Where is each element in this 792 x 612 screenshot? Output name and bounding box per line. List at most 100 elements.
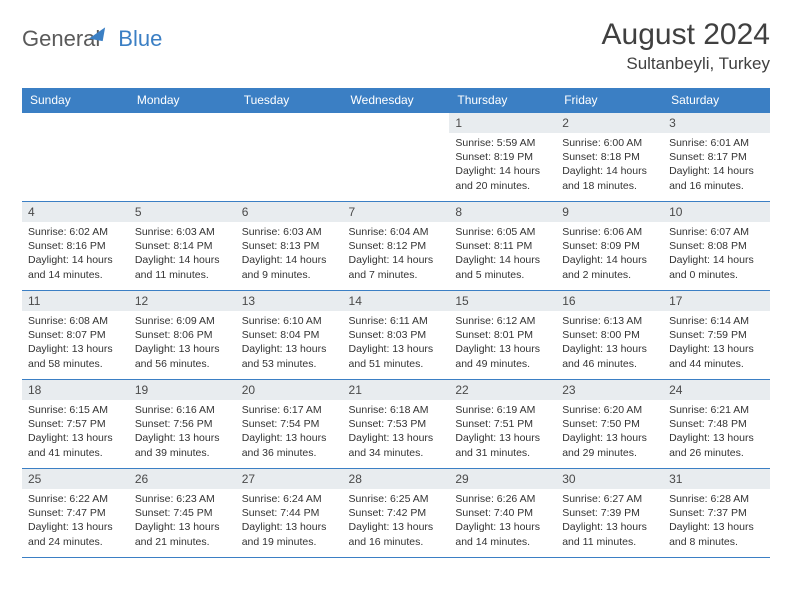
day-info: Sunrise: 6:10 AMSunset: 8:04 PMDaylight:…	[236, 311, 343, 375]
day-number: 17	[663, 291, 770, 311]
day-number: 23	[556, 380, 663, 400]
calendar-cell: 6Sunrise: 6:03 AMSunset: 8:13 PMDaylight…	[236, 202, 343, 291]
day-header: Thursday	[449, 88, 556, 113]
calendar-cell: 25Sunrise: 6:22 AMSunset: 7:47 PMDayligh…	[22, 469, 129, 558]
calendar-cell: 16Sunrise: 6:13 AMSunset: 8:00 PMDayligh…	[556, 291, 663, 380]
day-info: Sunrise: 6:16 AMSunset: 7:56 PMDaylight:…	[129, 400, 236, 464]
day-number: 5	[129, 202, 236, 222]
day-info: Sunrise: 6:17 AMSunset: 7:54 PMDaylight:…	[236, 400, 343, 464]
calendar-cell: 26Sunrise: 6:23 AMSunset: 7:45 PMDayligh…	[129, 469, 236, 558]
day-info: Sunrise: 6:02 AMSunset: 8:16 PMDaylight:…	[22, 222, 129, 286]
day-info: Sunrise: 6:13 AMSunset: 8:00 PMDaylight:…	[556, 311, 663, 375]
calendar-cell	[236, 113, 343, 202]
day-number: 4	[22, 202, 129, 222]
calendar-cell: 30Sunrise: 6:27 AMSunset: 7:39 PMDayligh…	[556, 469, 663, 558]
calendar-cell: 10Sunrise: 6:07 AMSunset: 8:08 PMDayligh…	[663, 202, 770, 291]
calendar-cell: 11Sunrise: 6:08 AMSunset: 8:07 PMDayligh…	[22, 291, 129, 380]
calendar-cell: 8Sunrise: 6:05 AMSunset: 8:11 PMDaylight…	[449, 202, 556, 291]
calendar-cell: 2Sunrise: 6:00 AMSunset: 8:18 PMDaylight…	[556, 113, 663, 202]
calendar-row: 4Sunrise: 6:02 AMSunset: 8:16 PMDaylight…	[22, 202, 770, 291]
day-info: Sunrise: 6:25 AMSunset: 7:42 PMDaylight:…	[343, 489, 450, 553]
day-number: 2	[556, 113, 663, 133]
calendar-cell: 23Sunrise: 6:20 AMSunset: 7:50 PMDayligh…	[556, 380, 663, 469]
day-number: 11	[22, 291, 129, 311]
day-info: Sunrise: 6:20 AMSunset: 7:50 PMDaylight:…	[556, 400, 663, 464]
day-number: 8	[449, 202, 556, 222]
calendar-cell: 31Sunrise: 6:28 AMSunset: 7:37 PMDayligh…	[663, 469, 770, 558]
day-header: Tuesday	[236, 88, 343, 113]
logo-triangle-icon	[89, 25, 105, 41]
day-info: Sunrise: 6:07 AMSunset: 8:08 PMDaylight:…	[663, 222, 770, 286]
header: General Blue August 2024 Sultanbeyli, Tu…	[22, 18, 770, 74]
calendar-body: 1Sunrise: 5:59 AMSunset: 8:19 PMDaylight…	[22, 113, 770, 558]
day-number: 31	[663, 469, 770, 489]
day-info: Sunrise: 6:03 AMSunset: 8:14 PMDaylight:…	[129, 222, 236, 286]
day-number: 19	[129, 380, 236, 400]
calendar-cell: 21Sunrise: 6:18 AMSunset: 7:53 PMDayligh…	[343, 380, 450, 469]
day-info: Sunrise: 6:24 AMSunset: 7:44 PMDaylight:…	[236, 489, 343, 553]
day-info: Sunrise: 6:21 AMSunset: 7:48 PMDaylight:…	[663, 400, 770, 464]
calendar-cell: 1Sunrise: 5:59 AMSunset: 8:19 PMDaylight…	[449, 113, 556, 202]
month-title: August 2024	[602, 18, 770, 52]
day-info: Sunrise: 6:05 AMSunset: 8:11 PMDaylight:…	[449, 222, 556, 286]
day-info: Sunrise: 6:26 AMSunset: 7:40 PMDaylight:…	[449, 489, 556, 553]
calendar-cell: 29Sunrise: 6:26 AMSunset: 7:40 PMDayligh…	[449, 469, 556, 558]
day-number: 6	[236, 202, 343, 222]
day-info: Sunrise: 6:14 AMSunset: 7:59 PMDaylight:…	[663, 311, 770, 375]
day-info: Sunrise: 6:08 AMSunset: 8:07 PMDaylight:…	[22, 311, 129, 375]
day-number: 9	[556, 202, 663, 222]
day-number: 28	[343, 469, 450, 489]
calendar-cell: 12Sunrise: 6:09 AMSunset: 8:06 PMDayligh…	[129, 291, 236, 380]
day-number: 12	[129, 291, 236, 311]
day-info: Sunrise: 6:12 AMSunset: 8:01 PMDaylight:…	[449, 311, 556, 375]
day-info: Sunrise: 6:03 AMSunset: 8:13 PMDaylight:…	[236, 222, 343, 286]
day-info: Sunrise: 6:28 AMSunset: 7:37 PMDaylight:…	[663, 489, 770, 553]
day-number: 16	[556, 291, 663, 311]
calendar-cell: 22Sunrise: 6:19 AMSunset: 7:51 PMDayligh…	[449, 380, 556, 469]
day-info: Sunrise: 6:23 AMSunset: 7:45 PMDaylight:…	[129, 489, 236, 553]
day-number: 25	[22, 469, 129, 489]
title-block: August 2024 Sultanbeyli, Turkey	[602, 18, 770, 74]
calendar-cell: 17Sunrise: 6:14 AMSunset: 7:59 PMDayligh…	[663, 291, 770, 380]
day-number: 7	[343, 202, 450, 222]
calendar-cell: 13Sunrise: 6:10 AMSunset: 8:04 PMDayligh…	[236, 291, 343, 380]
calendar-cell: 7Sunrise: 6:04 AMSunset: 8:12 PMDaylight…	[343, 202, 450, 291]
calendar-cell	[129, 113, 236, 202]
day-number: 26	[129, 469, 236, 489]
calendar-cell: 19Sunrise: 6:16 AMSunset: 7:56 PMDayligh…	[129, 380, 236, 469]
day-number: 24	[663, 380, 770, 400]
day-number: 3	[663, 113, 770, 133]
calendar-cell: 9Sunrise: 6:06 AMSunset: 8:09 PMDaylight…	[556, 202, 663, 291]
day-number: 20	[236, 380, 343, 400]
day-info: Sunrise: 6:19 AMSunset: 7:51 PMDaylight:…	[449, 400, 556, 464]
calendar-cell: 3Sunrise: 6:01 AMSunset: 8:17 PMDaylight…	[663, 113, 770, 202]
day-header: Friday	[556, 88, 663, 113]
day-info: Sunrise: 6:15 AMSunset: 7:57 PMDaylight:…	[22, 400, 129, 464]
calendar-table: SundayMondayTuesdayWednesdayThursdayFrid…	[22, 88, 770, 558]
day-info: Sunrise: 6:00 AMSunset: 8:18 PMDaylight:…	[556, 133, 663, 197]
logo: General Blue	[22, 18, 162, 52]
day-number: 13	[236, 291, 343, 311]
day-info: Sunrise: 5:59 AMSunset: 8:19 PMDaylight:…	[449, 133, 556, 197]
day-number: 14	[343, 291, 450, 311]
calendar-cell: 5Sunrise: 6:03 AMSunset: 8:14 PMDaylight…	[129, 202, 236, 291]
day-info: Sunrise: 6:06 AMSunset: 8:09 PMDaylight:…	[556, 222, 663, 286]
calendar-cell: 27Sunrise: 6:24 AMSunset: 7:44 PMDayligh…	[236, 469, 343, 558]
calendar-cell: 20Sunrise: 6:17 AMSunset: 7:54 PMDayligh…	[236, 380, 343, 469]
calendar-cell: 24Sunrise: 6:21 AMSunset: 7:48 PMDayligh…	[663, 380, 770, 469]
logo-text-general: General	[22, 26, 100, 52]
day-number: 30	[556, 469, 663, 489]
day-info: Sunrise: 6:22 AMSunset: 7:47 PMDaylight:…	[22, 489, 129, 553]
calendar-row: 18Sunrise: 6:15 AMSunset: 7:57 PMDayligh…	[22, 380, 770, 469]
day-number: 1	[449, 113, 556, 133]
logo-text-blue: Blue	[118, 26, 162, 52]
day-number: 29	[449, 469, 556, 489]
day-info: Sunrise: 6:01 AMSunset: 8:17 PMDaylight:…	[663, 133, 770, 197]
calendar-cell: 28Sunrise: 6:25 AMSunset: 7:42 PMDayligh…	[343, 469, 450, 558]
day-info: Sunrise: 6:11 AMSunset: 8:03 PMDaylight:…	[343, 311, 450, 375]
location: Sultanbeyli, Turkey	[602, 54, 770, 74]
calendar-cell: 18Sunrise: 6:15 AMSunset: 7:57 PMDayligh…	[22, 380, 129, 469]
calendar-row: 25Sunrise: 6:22 AMSunset: 7:47 PMDayligh…	[22, 469, 770, 558]
day-info: Sunrise: 6:27 AMSunset: 7:39 PMDaylight:…	[556, 489, 663, 553]
calendar-cell: 14Sunrise: 6:11 AMSunset: 8:03 PMDayligh…	[343, 291, 450, 380]
